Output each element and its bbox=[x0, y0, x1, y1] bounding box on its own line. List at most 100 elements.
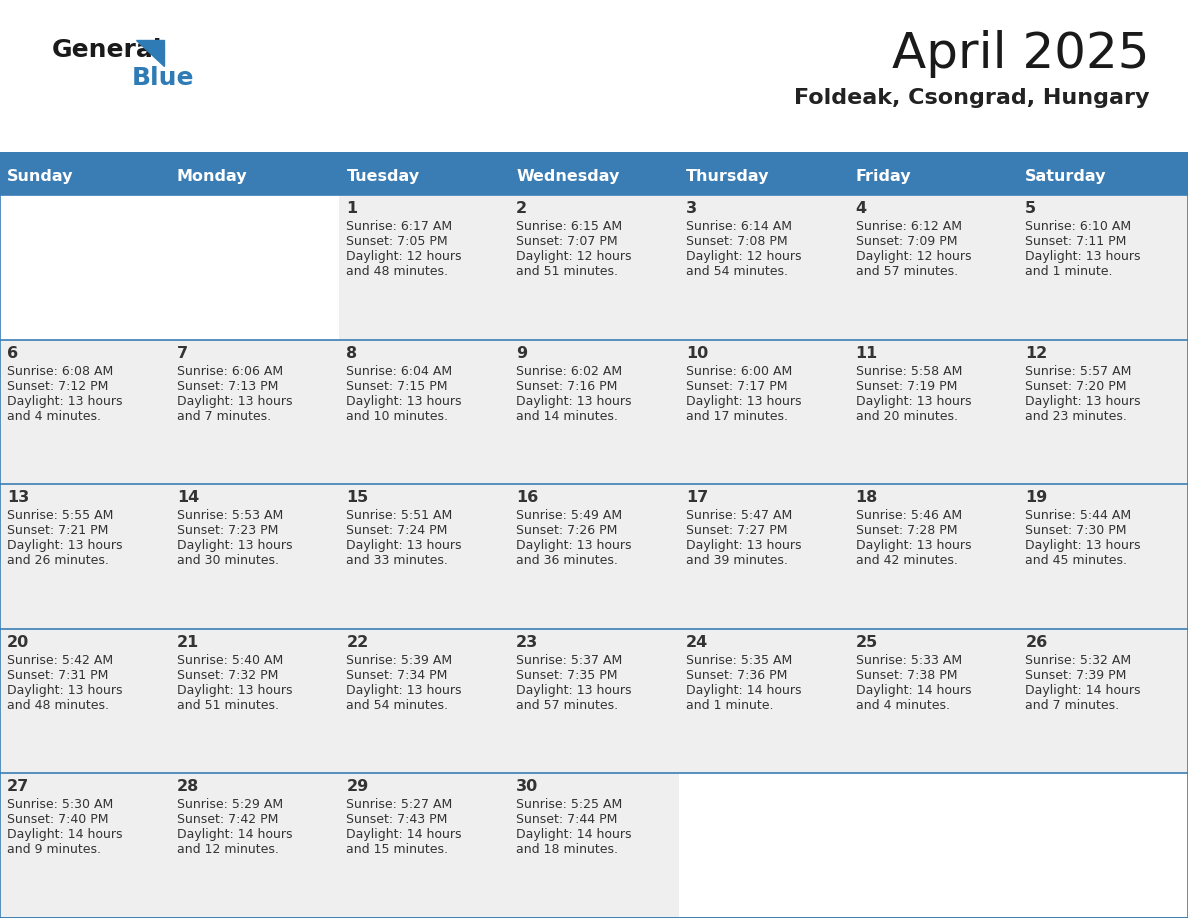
Text: Sunrise: 6:00 AM: Sunrise: 6:00 AM bbox=[685, 364, 792, 377]
Text: 15: 15 bbox=[347, 490, 368, 505]
Text: and 17 minutes.: and 17 minutes. bbox=[685, 409, 788, 422]
Text: Sunset: 7:26 PM: Sunset: 7:26 PM bbox=[516, 524, 618, 537]
Text: Sunrise: 5:30 AM: Sunrise: 5:30 AM bbox=[7, 799, 113, 812]
Text: Daylight: 13 hours: Daylight: 13 hours bbox=[347, 684, 462, 697]
Text: 22: 22 bbox=[347, 635, 368, 650]
Bar bbox=[510, 195, 678, 340]
Text: 6: 6 bbox=[7, 345, 18, 361]
Text: Daylight: 13 hours: Daylight: 13 hours bbox=[347, 395, 462, 408]
Text: Sunset: 7:07 PM: Sunset: 7:07 PM bbox=[516, 235, 618, 248]
Text: Sunset: 7:24 PM: Sunset: 7:24 PM bbox=[347, 524, 448, 537]
Text: 4: 4 bbox=[855, 201, 867, 216]
Text: Sunrise: 5:39 AM: Sunrise: 5:39 AM bbox=[347, 654, 453, 666]
Text: Daylight: 13 hours: Daylight: 13 hours bbox=[1025, 539, 1140, 553]
Text: 24: 24 bbox=[685, 635, 708, 650]
Bar bbox=[170, 340, 340, 484]
Text: Sunset: 7:19 PM: Sunset: 7:19 PM bbox=[855, 380, 958, 393]
Text: Sunrise: 6:12 AM: Sunrise: 6:12 AM bbox=[855, 220, 961, 233]
Text: Daylight: 12 hours: Daylight: 12 hours bbox=[347, 250, 462, 263]
Text: and 33 minutes.: and 33 minutes. bbox=[347, 554, 448, 567]
Bar bbox=[848, 195, 1018, 340]
Text: Foldeak, Csongrad, Hungary: Foldeak, Csongrad, Hungary bbox=[795, 88, 1150, 108]
Text: and 54 minutes.: and 54 minutes. bbox=[685, 265, 788, 278]
Text: Daylight: 14 hours: Daylight: 14 hours bbox=[685, 684, 802, 697]
Text: Sunset: 7:23 PM: Sunset: 7:23 PM bbox=[177, 524, 278, 537]
Text: Wednesday: Wednesday bbox=[516, 169, 619, 184]
Text: Daylight: 13 hours: Daylight: 13 hours bbox=[516, 684, 632, 697]
Text: Sunset: 7:35 PM: Sunset: 7:35 PM bbox=[516, 669, 618, 682]
Bar bbox=[0, 157, 170, 195]
Text: and 15 minutes.: and 15 minutes. bbox=[347, 844, 448, 856]
Text: Sunrise: 6:10 AM: Sunrise: 6:10 AM bbox=[1025, 220, 1131, 233]
Text: Sunset: 7:21 PM: Sunset: 7:21 PM bbox=[7, 524, 108, 537]
Text: and 57 minutes.: and 57 minutes. bbox=[855, 265, 958, 278]
Text: Sunrise: 5:40 AM: Sunrise: 5:40 AM bbox=[177, 654, 283, 666]
Text: Friday: Friday bbox=[855, 169, 911, 184]
Text: Sunset: 7:30 PM: Sunset: 7:30 PM bbox=[1025, 524, 1126, 537]
Text: Sunrise: 5:58 AM: Sunrise: 5:58 AM bbox=[855, 364, 962, 377]
Text: 21: 21 bbox=[177, 635, 198, 650]
Text: Daylight: 13 hours: Daylight: 13 hours bbox=[855, 395, 971, 408]
Text: Sunrise: 6:06 AM: Sunrise: 6:06 AM bbox=[177, 364, 283, 377]
Text: 25: 25 bbox=[855, 635, 878, 650]
Bar bbox=[1018, 773, 1188, 918]
Text: Daylight: 12 hours: Daylight: 12 hours bbox=[855, 250, 971, 263]
Bar bbox=[510, 484, 678, 629]
Text: Daylight: 14 hours: Daylight: 14 hours bbox=[7, 828, 122, 842]
Text: Daylight: 12 hours: Daylight: 12 hours bbox=[516, 250, 632, 263]
Bar bbox=[678, 773, 848, 918]
Text: Daylight: 13 hours: Daylight: 13 hours bbox=[685, 395, 802, 408]
Text: 8: 8 bbox=[347, 345, 358, 361]
Bar bbox=[0, 629, 170, 773]
Text: Daylight: 12 hours: Daylight: 12 hours bbox=[685, 250, 802, 263]
Text: Sunrise: 6:02 AM: Sunrise: 6:02 AM bbox=[516, 364, 623, 377]
Text: Blue: Blue bbox=[132, 66, 195, 90]
Text: Sunset: 7:38 PM: Sunset: 7:38 PM bbox=[855, 669, 958, 682]
Text: 12: 12 bbox=[1025, 345, 1048, 361]
Text: General: General bbox=[52, 38, 163, 62]
Polygon shape bbox=[135, 40, 164, 66]
Text: Daylight: 13 hours: Daylight: 13 hours bbox=[1025, 395, 1140, 408]
Bar bbox=[0, 773, 170, 918]
Text: and 57 minutes.: and 57 minutes. bbox=[516, 699, 618, 711]
Text: Sunrise: 5:25 AM: Sunrise: 5:25 AM bbox=[516, 799, 623, 812]
Text: Saturday: Saturday bbox=[1025, 169, 1107, 184]
Text: Sunrise: 5:47 AM: Sunrise: 5:47 AM bbox=[685, 509, 792, 522]
Text: Daylight: 13 hours: Daylight: 13 hours bbox=[347, 539, 462, 553]
Text: and 51 minutes.: and 51 minutes. bbox=[516, 265, 618, 278]
Text: 16: 16 bbox=[516, 490, 538, 505]
Text: Daylight: 14 hours: Daylight: 14 hours bbox=[855, 684, 971, 697]
Text: Sunrise: 5:37 AM: Sunrise: 5:37 AM bbox=[516, 654, 623, 666]
Text: Sunset: 7:27 PM: Sunset: 7:27 PM bbox=[685, 524, 788, 537]
Text: and 20 minutes.: and 20 minutes. bbox=[855, 409, 958, 422]
Bar bbox=[1018, 340, 1188, 484]
Text: and 26 minutes.: and 26 minutes. bbox=[7, 554, 109, 567]
Text: and 4 minutes.: and 4 minutes. bbox=[7, 409, 101, 422]
Text: Sunrise: 6:14 AM: Sunrise: 6:14 AM bbox=[685, 220, 792, 233]
Bar bbox=[1018, 195, 1188, 340]
Text: Sunset: 7:40 PM: Sunset: 7:40 PM bbox=[7, 813, 108, 826]
Text: Daylight: 13 hours: Daylight: 13 hours bbox=[177, 539, 292, 553]
Bar bbox=[1018, 157, 1188, 195]
Text: Daylight: 13 hours: Daylight: 13 hours bbox=[685, 539, 802, 553]
Text: 30: 30 bbox=[516, 779, 538, 794]
Text: Sunrise: 5:53 AM: Sunrise: 5:53 AM bbox=[177, 509, 283, 522]
Bar bbox=[170, 484, 340, 629]
Bar bbox=[848, 773, 1018, 918]
Text: 28: 28 bbox=[177, 779, 198, 794]
Text: 9: 9 bbox=[516, 345, 527, 361]
Text: and 30 minutes.: and 30 minutes. bbox=[177, 554, 279, 567]
Text: 20: 20 bbox=[7, 635, 30, 650]
Text: Daylight: 14 hours: Daylight: 14 hours bbox=[347, 828, 462, 842]
Text: Sunset: 7:36 PM: Sunset: 7:36 PM bbox=[685, 669, 788, 682]
Text: Sunrise: 5:44 AM: Sunrise: 5:44 AM bbox=[1025, 509, 1131, 522]
Text: and 39 minutes.: and 39 minutes. bbox=[685, 554, 788, 567]
Bar bbox=[0, 152, 1188, 157]
Text: 26: 26 bbox=[1025, 635, 1048, 650]
Text: Sunrise: 6:15 AM: Sunrise: 6:15 AM bbox=[516, 220, 623, 233]
Text: Sunset: 7:05 PM: Sunset: 7:05 PM bbox=[347, 235, 448, 248]
Text: Daylight: 13 hours: Daylight: 13 hours bbox=[516, 539, 632, 553]
Bar bbox=[510, 157, 678, 195]
Bar bbox=[1018, 629, 1188, 773]
Text: 1: 1 bbox=[347, 201, 358, 216]
